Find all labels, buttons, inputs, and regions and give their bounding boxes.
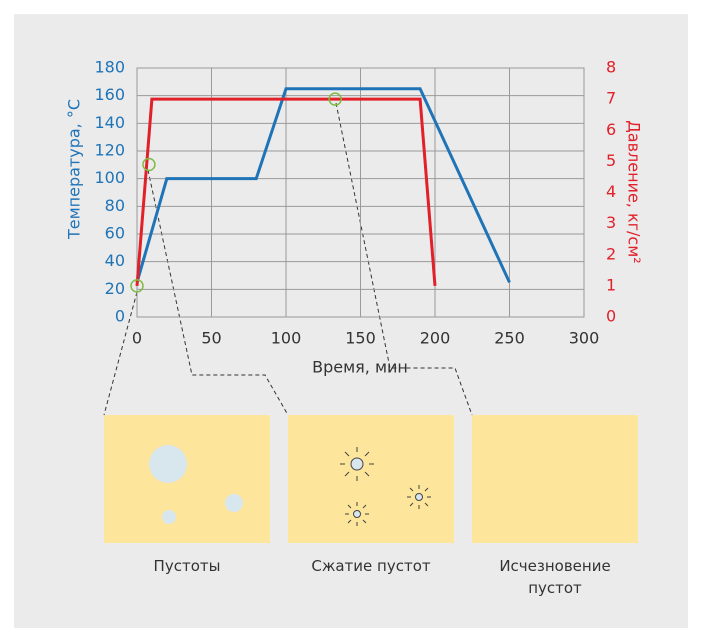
illustrations [104,103,638,543]
caption: Исчезновение пустот [472,555,638,599]
marker [143,158,155,170]
y2-tick-label: 1 [606,275,616,294]
y-tick-label: 80 [105,196,125,215]
void [162,510,176,524]
y2-axis-label: Давление, кг/см² [625,120,644,263]
x-tick-label: 150 [345,329,376,348]
y2-tick-label: 8 [606,58,616,77]
y-tick-label: 100 [94,168,125,187]
x-tick-label: 300 [569,329,600,348]
chart: Температура, °С Давление, кг/см² Время, … [0,0,702,642]
y2-tick-label: 6 [606,120,616,139]
x-axis-label: Время, мин [312,358,408,377]
x-tick-label: 250 [494,329,525,348]
page: Температура, °С Давление, кг/см² Время, … [0,0,702,642]
y2-tick-label: 4 [606,182,616,201]
x-tick-label: 50 [201,329,221,348]
y-tick-label: 160 [94,85,125,104]
x-tick-label: 100 [271,329,302,348]
x-tick-label: 0 [132,329,142,348]
caption: Сжатие пустот [288,555,454,577]
x-tick-label: 200 [420,329,451,348]
leader-lines [104,103,472,415]
panel [472,415,638,543]
y-tick-label: 20 [105,279,125,298]
y-tick-label: 180 [94,58,125,77]
y-tick-label: 140 [94,113,125,132]
y2-tick-label: 7 [606,89,616,108]
panel [104,415,270,543]
y-tick-label: 0 [115,307,125,326]
y-tick-label: 60 [105,224,125,243]
y2-tick-label: 3 [606,213,616,232]
y2-tick-label: 2 [606,244,616,263]
y-tick-label: 120 [94,141,125,160]
y2-tick-label: 5 [606,151,616,170]
y2-tick-label: 0 [606,307,616,326]
y-axis-label: Температура, °С [65,99,84,240]
y-tick-label: 40 [105,251,125,270]
panel [288,415,454,543]
line [137,89,510,283]
caption: Пустоты [104,555,270,577]
void [225,494,243,512]
void [149,445,187,483]
